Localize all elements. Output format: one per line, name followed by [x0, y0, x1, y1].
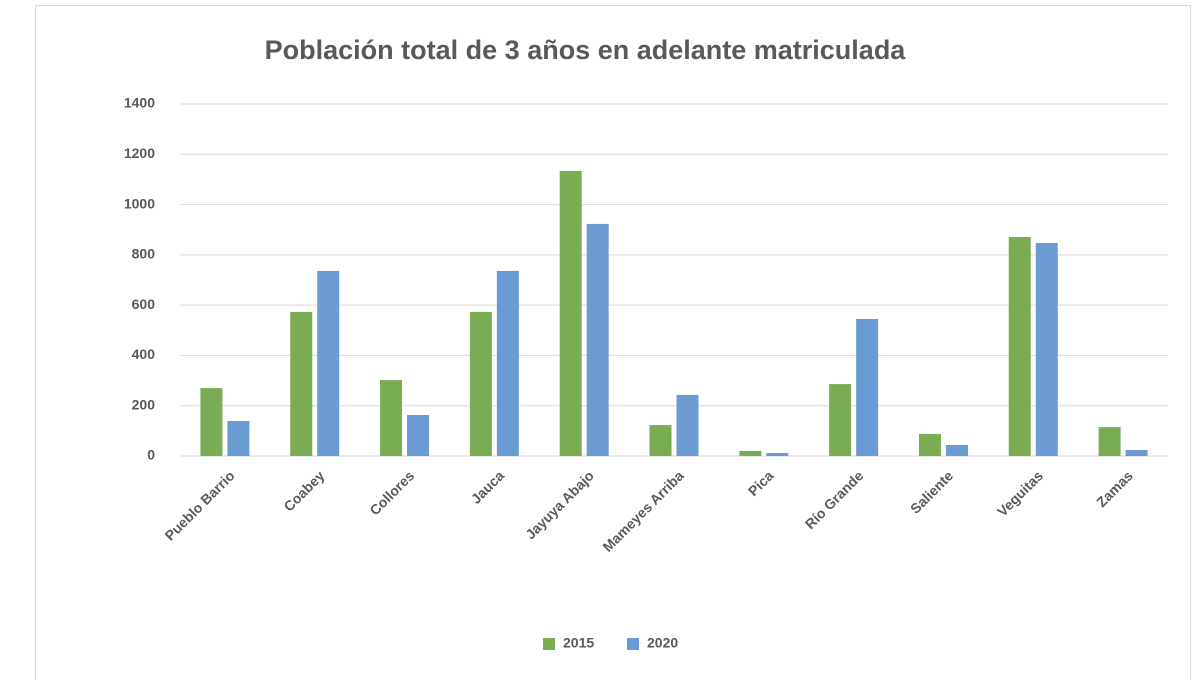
- y-tick-label: 0: [147, 447, 155, 463]
- y-tick-label: 1200: [124, 145, 155, 161]
- bar: [1035, 243, 1058, 456]
- y-tick-label: 600: [132, 296, 156, 312]
- y-tick-label: 400: [132, 346, 156, 362]
- legend-label: 2020: [647, 635, 678, 651]
- bar: [829, 384, 852, 456]
- legend-swatch: [627, 638, 639, 650]
- y-tick-label: 800: [132, 246, 156, 262]
- bar: [290, 311, 313, 456]
- chart-frame: [35, 5, 1191, 680]
- bar: [469, 311, 492, 456]
- bar: [496, 270, 519, 456]
- bar: [317, 270, 340, 456]
- bar: [739, 450, 762, 456]
- y-tick-label: 200: [132, 396, 156, 412]
- legend-swatch: [543, 638, 555, 650]
- bar: [380, 380, 403, 456]
- y-tick-label: 1400: [124, 95, 155, 111]
- bar: [856, 318, 879, 456]
- bar: [766, 452, 789, 456]
- bar: [559, 170, 582, 456]
- bar: [676, 394, 699, 456]
- bar: [1098, 427, 1121, 456]
- y-tick-label: 1000: [124, 195, 155, 211]
- bar: [649, 425, 672, 456]
- bar: [945, 444, 968, 456]
- bar: [227, 421, 250, 456]
- chart-title: Población total de 3 años en adelante ma…: [265, 35, 907, 65]
- bar: [407, 415, 430, 456]
- bar: [1125, 449, 1148, 456]
- bar: [586, 223, 609, 456]
- legend-label: 2015: [563, 635, 594, 651]
- bar: [200, 388, 223, 456]
- bar: [1008, 237, 1031, 456]
- bar: [918, 433, 941, 456]
